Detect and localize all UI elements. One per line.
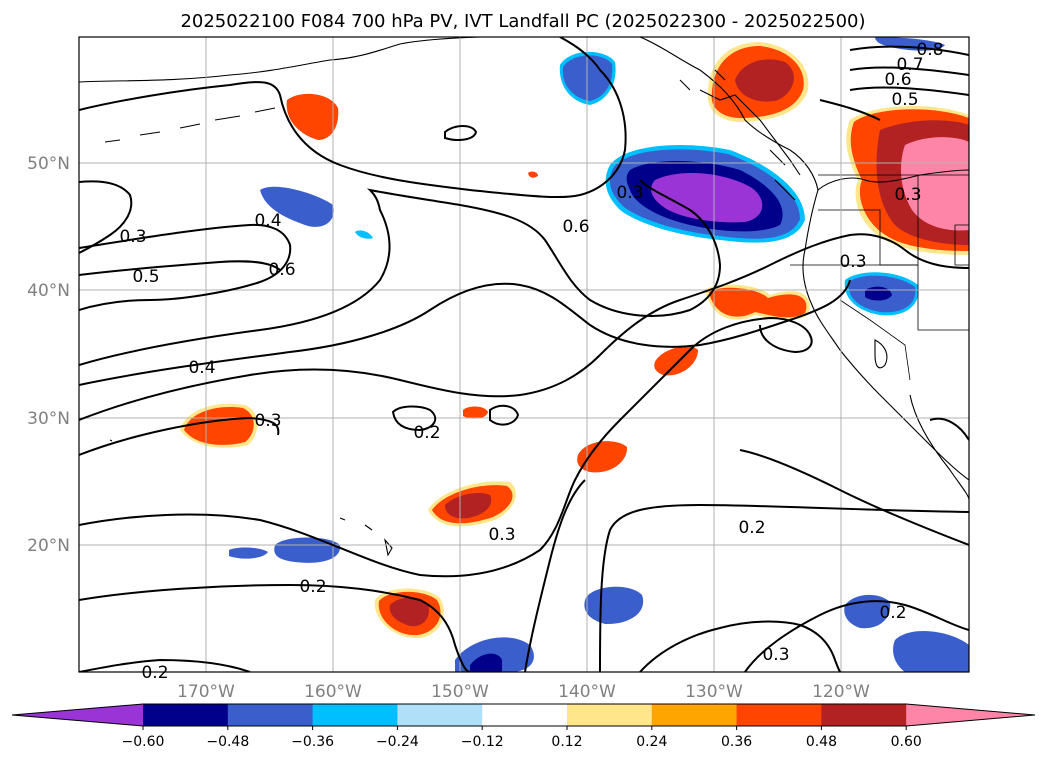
- contour-label: 0.3: [839, 252, 866, 272]
- colorbar-swatch: [227, 704, 314, 726]
- colorbar-swatch: [651, 704, 738, 726]
- colorbar-tick-label: −0.12: [461, 734, 504, 750]
- contour-label: 0.5: [132, 267, 159, 287]
- contour-label: 0.6: [884, 70, 911, 90]
- lon-label: 130°W: [685, 682, 743, 702]
- map-title: 2025022100 F084 700 hPa PV, IVT Landfall…: [180, 11, 865, 32]
- colorbar-swatch: [312, 704, 398, 726]
- colorbar-swatch: [482, 704, 568, 726]
- negative-anomaly-blob: [893, 630, 969, 672]
- lat-label: 50°N: [27, 154, 70, 174]
- map-frame: [78, 36, 970, 673]
- contour-label: 0.2: [738, 518, 765, 538]
- contour-lines: [79, 37, 969, 672]
- colorbar-tick-label: −0.24: [376, 734, 419, 750]
- colorbar-tick-label: 0.12: [551, 734, 582, 750]
- contour-label: 0.8: [916, 40, 943, 60]
- contour-label: 0.6: [268, 260, 295, 280]
- contour-label: 0.2: [299, 577, 326, 597]
- negative-anomaly-blob: [584, 586, 644, 625]
- colorbar-swatch: [821, 704, 907, 726]
- gridlines: [79, 37, 969, 672]
- colorbar-tick-label: 0.36: [721, 734, 752, 750]
- lat-label: 20°N: [27, 536, 70, 556]
- contour-label: 0.3: [762, 645, 789, 665]
- contour-label: 0.3: [254, 411, 281, 431]
- colorbar-tick-label: −0.36: [291, 734, 334, 750]
- colorbar-swatch: [567, 704, 653, 726]
- colorbar-tick-label: 0.24: [636, 734, 667, 750]
- map-panel: [79, 37, 969, 672]
- colorbar-swatch: [143, 704, 229, 726]
- lon-label: 140°W: [558, 682, 616, 702]
- colorbar-tick-label: 0.48: [806, 734, 837, 750]
- colorbar-extend-min: [12, 704, 143, 726]
- contour-label: 0.4: [254, 211, 281, 231]
- lon-label: 150°W: [431, 682, 489, 702]
- contour-label: 0.3: [119, 227, 146, 247]
- lat-label: 40°N: [27, 281, 70, 301]
- lat-label: 30°N: [27, 409, 70, 429]
- political-borders: [790, 174, 969, 381]
- lon-label: 170°W: [177, 682, 235, 702]
- positive-anomaly-blob: [577, 441, 628, 473]
- positive-anomaly-blob: [286, 93, 339, 140]
- contour-label: 0.3: [616, 183, 643, 203]
- colorbar-tick-label: −0.60: [122, 734, 165, 750]
- colorbar: −0.60 −0.48 −0.36 −0.24 −0.12 0.12 0.24 0.36 0.4…: [11, 703, 1036, 750]
- contour-label: 0.4: [188, 358, 215, 378]
- contour-label: 0.3: [488, 525, 515, 545]
- negative-anomaly-blob: [260, 186, 334, 227]
- negative-anomaly-blob: [274, 537, 341, 563]
- contour-label: 0.5: [891, 90, 918, 110]
- contour-labels: 0.8 0.7 0.6 0.5 0.3 0.4 0.3 0.5 0.6 0.3 …: [119, 40, 943, 683]
- contour-label: 0.7: [896, 55, 923, 75]
- latitude-labels: 50°N 40°N 30°N 20°N: [27, 154, 70, 556]
- colorbar-extend-max: [906, 704, 1035, 726]
- colorbar-swatch: [397, 704, 483, 726]
- colorbar-swatch: [736, 704, 822, 726]
- contour-label: 0.2: [141, 663, 168, 683]
- contour-label: 0.2: [413, 423, 440, 443]
- colorbar-tick-label: 0.60: [891, 734, 922, 750]
- longitude-labels: 170°W 160°W 150°W 140°W 130°W 120°W: [177, 682, 870, 702]
- lon-label: 160°W: [304, 682, 362, 702]
- contour-label: 0.3: [894, 185, 921, 205]
- lon-label: 120°W: [812, 682, 870, 702]
- contour-label: 0.2: [879, 603, 906, 623]
- contour-label: 0.6: [562, 217, 589, 237]
- colorbar-tick-label: −0.48: [206, 734, 249, 750]
